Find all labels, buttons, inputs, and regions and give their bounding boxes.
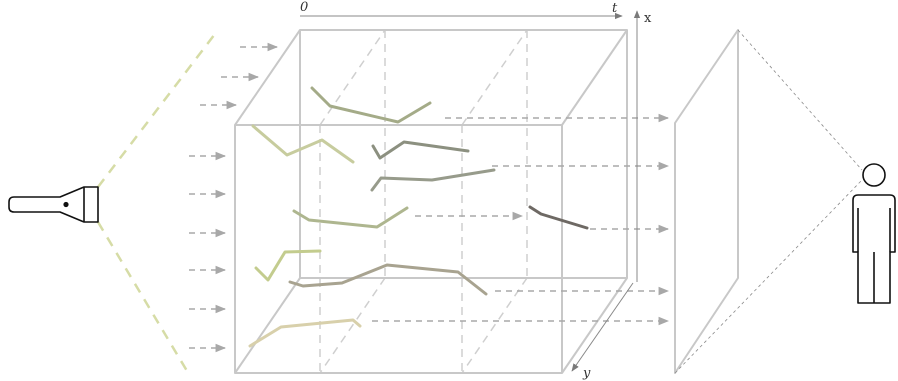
time-origin-label: 0 (300, 0, 308, 15)
person-icon (852, 163, 896, 304)
spacetime-cube (234, 29, 628, 374)
trajectory-4 (370, 168, 496, 192)
trajectory-9 (248, 318, 362, 348)
projection-screen (674, 29, 739, 374)
outgoing-light-arrows (372, 113, 670, 326)
y-axis-label: y (582, 366, 591, 381)
time-end-label: t (612, 1, 618, 16)
trajectory-8 (288, 263, 488, 296)
light-cone (96, 29, 219, 377)
observer-view-lines (674, 29, 863, 374)
trajectory-3 (371, 140, 470, 160)
trajectories (248, 86, 589, 348)
y-axis (571, 282, 634, 372)
trajectory-2 (251, 124, 355, 164)
incoming-light-arrows (189, 42, 279, 353)
flashlight-icon (8, 186, 99, 223)
cube-hidden-edges (319, 29, 528, 374)
trajectory-1 (310, 86, 432, 124)
x-axis-label: x (644, 11, 652, 26)
trajectory-6 (528, 205, 589, 230)
trajectory-7 (254, 249, 322, 282)
trajectory-5 (292, 206, 409, 229)
